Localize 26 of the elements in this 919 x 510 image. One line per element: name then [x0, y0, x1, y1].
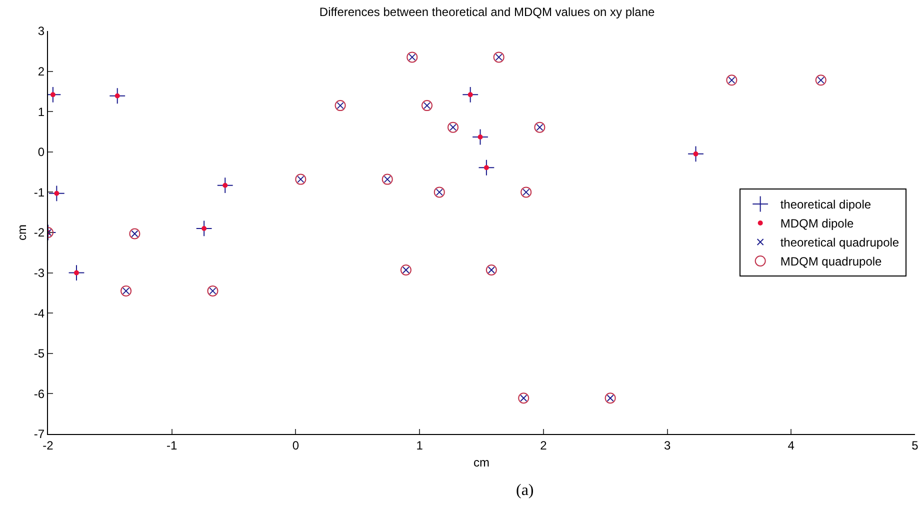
- x-tick-label: 1: [416, 438, 424, 452]
- y-tick-label: 2: [38, 64, 45, 78]
- chart-title: Differences between theoretical and MDQM values on xy plane: [319, 5, 656, 20]
- x-axis-title: cm: [474, 455, 490, 470]
- x-tick-label: 3: [664, 438, 671, 452]
- y-tick-label: 0: [38, 145, 45, 160]
- y-tick-label: 3: [38, 24, 45, 38]
- legend-label: MDQM dipole: [780, 216, 854, 231]
- y-axis-title: cm: [15, 224, 30, 240]
- y-tick-label: -7: [34, 427, 45, 442]
- y-tick-label: -1: [34, 185, 45, 200]
- x-tick-label: 5: [912, 438, 919, 452]
- x-tick-label: -1: [166, 438, 178, 452]
- y-tick-label: -4: [34, 306, 45, 320]
- y-tick-label: -6: [34, 386, 45, 401]
- text: (a): [516, 482, 534, 499]
- y-tick-label: -2: [34, 226, 45, 240]
- legend-label: theoretical dipole: [780, 198, 872, 212]
- x-tick-label: 2: [540, 438, 548, 452]
- y-tick-label: -5: [34, 346, 45, 361]
- y-tick-label: -3: [34, 266, 45, 280]
- x-tick-label: 0: [292, 438, 300, 452]
- legend-label: theoretical quadrupole: [780, 236, 900, 250]
- x-tick-label: 4: [788, 438, 795, 452]
- legend-label: MDQM quadrupole: [780, 254, 882, 269]
- y-tick-label: 1: [38, 104, 45, 119]
